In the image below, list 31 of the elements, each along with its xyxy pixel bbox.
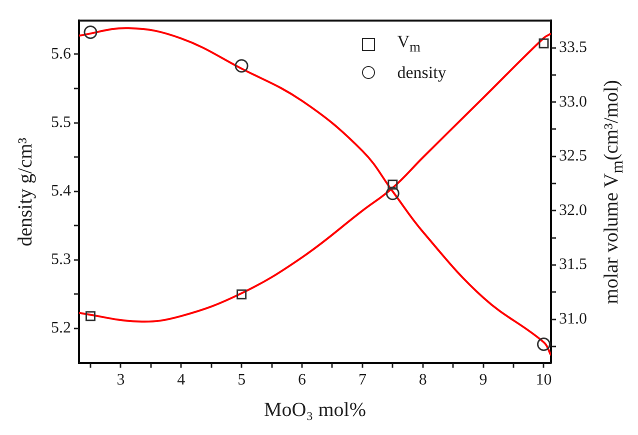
y2-tick-label: 31.0 <box>559 310 587 328</box>
y-tick-label: 5.6 <box>51 45 71 62</box>
point <box>386 186 400 200</box>
point <box>234 59 248 73</box>
x-tick-label: 4 <box>177 372 186 389</box>
y-tick-label: 5.4 <box>51 182 71 200</box>
point <box>84 26 98 40</box>
y-tick-label: 5.3 <box>51 251 71 268</box>
y2-tick-label: 32.0 <box>559 202 587 219</box>
y-tick-label: 5.5 <box>51 114 71 131</box>
point <box>85 311 96 322</box>
point <box>538 38 549 48</box>
point <box>537 338 550 352</box>
y2-tick-label: 33.0 <box>559 93 587 110</box>
point <box>236 289 247 300</box>
x-tick-label: 9 <box>479 372 488 389</box>
y2-tick-label: 33.5 <box>559 38 587 56</box>
y-tick-label: 5.2 <box>51 320 71 337</box>
point <box>388 180 398 190</box>
legend-label: density <box>397 62 446 84</box>
y2-tick-label: 31.5 <box>559 256 587 274</box>
x-tick-label: 8 <box>418 372 427 389</box>
legend-label: V$_{m}$ <box>397 30 420 57</box>
x-tick-label: 6 <box>298 372 306 389</box>
x-tick-label: 7 <box>358 372 366 389</box>
x-tick-label: 3 <box>116 372 125 389</box>
x-axis-title: MoO₃ mol% <box>264 399 366 422</box>
y-axis-title: density g/cm³ <box>14 137 38 246</box>
x-tick-label: 5 <box>238 372 246 389</box>
x-tick-label: 10 <box>536 372 552 389</box>
y2-tick-label: 32.5 <box>559 148 587 165</box>
